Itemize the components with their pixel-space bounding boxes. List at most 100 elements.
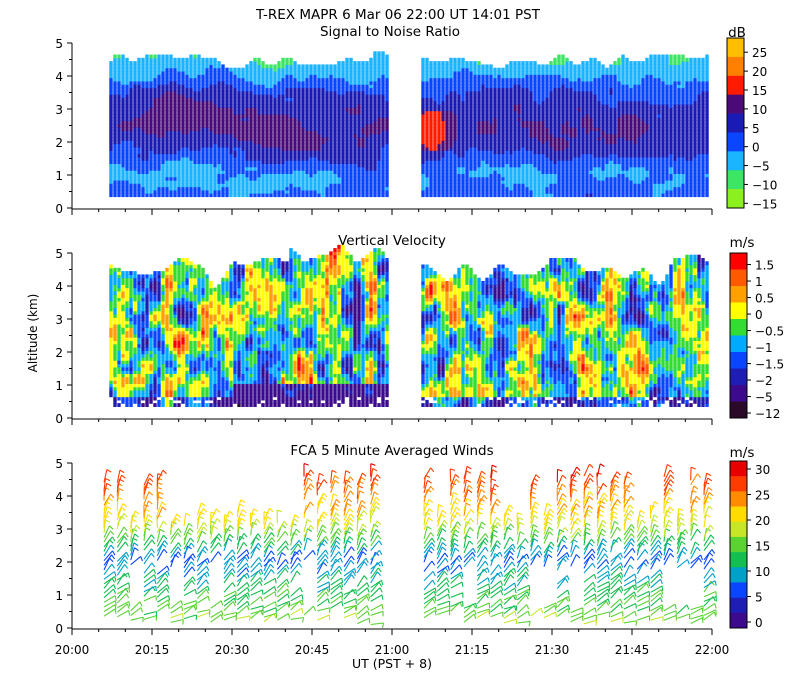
heatmap-cell [269,104,273,108]
heatmap-cell [285,176,289,181]
heatmap-cell [257,71,261,75]
heatmap-cell [341,110,345,115]
heatmap-cell [385,163,389,168]
heatmap-cell [233,94,237,98]
heatmap-cell [337,183,341,188]
heatmap-cell [529,61,533,65]
heatmap-cell [257,113,261,118]
heatmap-cell [233,113,237,118]
heatmap-cell [141,67,145,72]
heatmap-cell [321,150,325,155]
heatmap-cell [225,104,229,108]
heatmap-cell [341,130,345,135]
heatmap-cell [249,74,253,79]
heatmap-cell [361,150,365,155]
heatmap-cell [421,100,425,105]
heatmap-cell [217,183,221,188]
heatmap-cell [321,140,325,145]
heatmap-cell [349,137,353,141]
heatmap-cell [313,87,317,92]
heatmap-cell [265,133,269,138]
heatmap-cell [277,104,281,108]
heatmap-cell [281,153,285,158]
heatmap-cell [273,90,277,95]
heatmap-cell [277,193,281,198]
heatmap-cell [169,153,173,158]
heatmap-cell [377,160,381,164]
heatmap-cell [421,57,425,62]
heatmap-cell [253,143,257,148]
heatmap-cell [221,84,225,89]
heatmap-cell [213,74,217,79]
heatmap-cell [117,153,121,158]
heatmap-cell [221,110,225,115]
heatmap-cell [133,179,137,184]
heatmap-cell [113,160,117,164]
heatmap-cell [361,120,365,125]
heatmap-cell [453,193,457,198]
heatmap-cell [333,137,337,141]
heatmap-cell [429,80,433,85]
heatmap-cell [197,107,201,112]
heatmap-cell [385,123,389,128]
heatmap-cell [285,140,289,145]
heatmap-cell [453,127,457,131]
heatmap-cell [449,146,453,151]
heatmap-cell [325,127,329,131]
heatmap-cell [125,87,129,92]
heatmap-cell [361,77,365,82]
heatmap-cell [313,133,317,138]
heatmap-cell [453,173,457,178]
heatmap-cell [277,123,281,128]
heatmap-cell [217,133,221,138]
heatmap-cell [293,193,297,198]
heatmap-cell [285,120,289,125]
heatmap-cell [365,110,369,115]
heatmap-cell [309,193,313,198]
heatmap-cell [129,71,133,75]
heatmap-cell [173,77,177,82]
heatmap-cell [145,127,149,131]
heatmap-cell [361,176,365,181]
heatmap-cell [301,186,305,191]
heatmap-cell [145,57,149,62]
heatmap-cell [345,64,349,69]
heatmap-cell [273,67,277,72]
heatmap-cell [305,110,309,115]
heatmap-cell [277,133,281,138]
heatmap-cell [313,179,317,184]
heatmap-cell [113,156,117,161]
heatmap-cell [253,80,257,85]
heatmap-cell [209,133,213,138]
heatmap-cell [257,77,261,82]
heatmap-cell [245,104,249,108]
heatmap-cell [113,183,117,188]
heatmap-cell [357,153,361,158]
heatmap-cell [353,107,357,112]
heatmap-cell [345,130,349,135]
heatmap-cell [277,163,281,168]
heatmap-cell [285,61,289,65]
heatmap-cell [453,64,457,69]
heatmap-cell [145,61,149,65]
heatmap-cell [225,146,229,151]
heatmap-cell [313,77,317,82]
heatmap-cell [361,127,365,131]
heatmap-cell [209,170,213,174]
heatmap-cell [373,186,377,191]
heatmap-cell [137,71,141,75]
heatmap-cell [289,189,293,194]
heatmap-cell [177,140,181,145]
heatmap-cell [193,123,197,128]
heatmap-cell [365,133,369,138]
heatmap-cell [161,94,165,98]
heatmap-cell [433,113,437,118]
heatmap-cell [377,166,381,171]
heatmap-cell [449,140,453,145]
heatmap-cell [213,170,217,174]
heatmap-cell [113,113,117,118]
heatmap-cell [265,163,269,168]
heatmap-cell [329,146,333,151]
heatmap-cell [145,87,149,92]
heatmap-cell [449,84,453,89]
